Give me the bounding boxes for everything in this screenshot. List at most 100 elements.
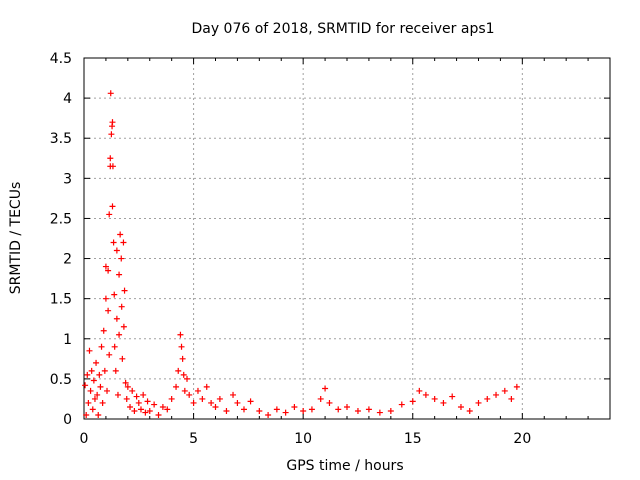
data-point xyxy=(247,398,254,405)
y-tick-label: 1.5 xyxy=(50,292,72,308)
data-point xyxy=(96,371,103,378)
data-point xyxy=(194,387,201,394)
data-point xyxy=(108,131,115,138)
data-point xyxy=(97,383,104,390)
data-point xyxy=(85,399,92,406)
data-point xyxy=(291,403,298,410)
data-point xyxy=(100,327,107,334)
data-point xyxy=(105,267,112,274)
data-point xyxy=(110,239,117,246)
data-point xyxy=(102,295,109,302)
data-point xyxy=(120,239,127,246)
data-point xyxy=(118,303,125,310)
data-point xyxy=(86,347,93,354)
data-point xyxy=(142,409,149,416)
grid-lines xyxy=(84,58,610,419)
data-point xyxy=(493,391,500,398)
data-point xyxy=(112,367,119,374)
data-point xyxy=(180,371,187,378)
data-point xyxy=(94,391,101,398)
x-tick-label: 0 xyxy=(80,431,89,447)
x-axis-label: GPS time / hours xyxy=(286,458,403,474)
y-tick-label: 4 xyxy=(63,91,72,107)
chart-title: Day 076 of 2018, SRMTID for receiver aps… xyxy=(191,21,494,37)
x-tick-label: 20 xyxy=(513,431,531,447)
data-point xyxy=(120,323,127,330)
data-point xyxy=(175,367,182,374)
data-point xyxy=(83,411,90,418)
data-point xyxy=(109,163,116,170)
data-point xyxy=(144,398,151,405)
data-point xyxy=(273,406,280,413)
data-point xyxy=(109,203,116,210)
data-point xyxy=(104,387,111,394)
data-point xyxy=(90,377,97,384)
data-point xyxy=(107,90,114,97)
data-point xyxy=(146,407,153,414)
data-point xyxy=(501,387,508,394)
data-point xyxy=(155,411,162,418)
data-point xyxy=(117,231,124,238)
data-point xyxy=(177,331,184,338)
data-point xyxy=(184,375,191,382)
data-point xyxy=(88,367,95,374)
data-point xyxy=(190,399,197,406)
data-point xyxy=(106,211,113,218)
data-point xyxy=(240,406,247,413)
axis-ticks: 0 5 10 15 20 0 0.5 1 1.5 2 2.5 3 3.5 4 4.5 xyxy=(50,51,610,447)
y-tick-label: 1 xyxy=(63,332,72,348)
data-point xyxy=(113,315,120,322)
data-point xyxy=(118,255,125,262)
data-point xyxy=(135,399,142,406)
data-point xyxy=(208,399,215,406)
x-tick-label: 5 xyxy=(189,431,198,447)
data-point xyxy=(449,393,456,400)
data-point xyxy=(230,391,237,398)
data-point xyxy=(111,343,118,350)
y-tick-label: 4.5 xyxy=(50,51,72,67)
data-point xyxy=(203,383,210,390)
data-point xyxy=(513,383,520,390)
data-point xyxy=(116,271,123,278)
data-point xyxy=(133,393,140,400)
data-point xyxy=(335,406,342,413)
data-point xyxy=(111,291,118,298)
data-point xyxy=(422,391,429,398)
data-point xyxy=(91,395,98,402)
data-points xyxy=(82,90,520,418)
data-point xyxy=(308,406,315,413)
data-point xyxy=(178,343,185,350)
data-point xyxy=(387,407,394,414)
data-point xyxy=(105,307,112,314)
data-point xyxy=(179,355,186,362)
data-point xyxy=(173,383,180,390)
data-point xyxy=(127,403,134,410)
y-tick-label: 0 xyxy=(63,412,72,428)
data-point xyxy=(484,395,491,402)
data-point xyxy=(354,407,361,414)
data-point xyxy=(186,391,193,398)
data-point xyxy=(256,407,263,414)
plot-frame xyxy=(83,57,611,420)
y-tick-label: 2.5 xyxy=(50,211,72,227)
data-point xyxy=(114,391,121,398)
data-point xyxy=(223,407,230,414)
data-point xyxy=(129,387,136,394)
x-tick-label: 10 xyxy=(294,431,312,447)
data-point xyxy=(107,155,114,162)
data-point xyxy=(466,407,473,414)
data-point xyxy=(109,119,116,126)
data-point xyxy=(124,383,131,390)
data-point xyxy=(106,351,113,358)
data-point xyxy=(234,399,241,406)
data-point xyxy=(212,403,219,410)
data-point xyxy=(159,403,166,410)
y-tick-label: 3 xyxy=(63,171,72,187)
data-point xyxy=(131,407,138,414)
data-point xyxy=(475,399,482,406)
x-tick-label: 15 xyxy=(404,431,422,447)
data-point xyxy=(409,398,416,405)
data-point xyxy=(151,401,158,408)
data-point xyxy=(216,395,223,402)
